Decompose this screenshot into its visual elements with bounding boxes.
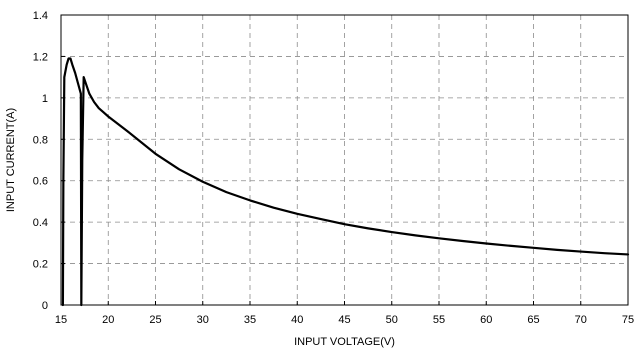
y-tick-label: 0.8	[33, 134, 48, 146]
x-tick-label: 25	[149, 314, 161, 326]
y-tick-label: 0.4	[33, 217, 48, 229]
y-tick-label: 1	[42, 93, 48, 105]
grid	[61, 15, 628, 305]
y-tick-label: 0.6	[33, 176, 48, 188]
x-tick-label: 30	[197, 314, 209, 326]
x-tick-label: 40	[291, 314, 303, 326]
y-tick-label: 0	[42, 300, 48, 312]
x-tick-label: 65	[527, 314, 539, 326]
series-layer	[61, 57, 630, 307]
x-tick-label: 20	[102, 314, 114, 326]
series-line	[61, 57, 630, 307]
x-tick-label: 50	[386, 314, 398, 326]
x-tick-label: 35	[244, 314, 256, 326]
x-tick-label: 55	[433, 314, 445, 326]
y-axis-ticks: 0 0.2 0.4 0.6 0.8 1 1.2 1.4	[33, 10, 65, 312]
y-tick-label: 1.2	[33, 51, 48, 63]
x-tick-label: 15	[55, 314, 67, 326]
x-tick-label: 60	[480, 314, 492, 326]
x-tick-label: 70	[575, 314, 587, 326]
x-axis-ticks: 15 20 25 30 35 40 45 50 55 60 65 70 75	[55, 301, 634, 326]
y-tick-label: 0.2	[33, 259, 48, 271]
x-axis-title: INPUT VOLTAGE(V)	[294, 336, 395, 348]
y-tick-label: 1.4	[33, 10, 48, 22]
x-tick-label: 45	[338, 314, 350, 326]
x-tick-label: 75	[622, 314, 634, 326]
y-axis-title: INPUT CURRENT(A)	[5, 108, 17, 212]
